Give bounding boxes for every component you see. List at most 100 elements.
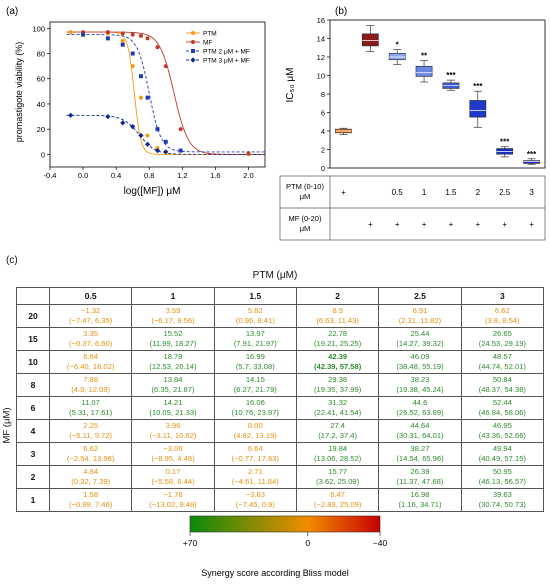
colorbar-caption: Synergy score according Bliss model xyxy=(201,568,349,578)
b-ytick-label: 2 xyxy=(321,146,325,155)
synergy-cell: 38.23 (19.38, 45.24) xyxy=(378,373,462,397)
synergy-cell: 8.9 (6.63, 11.43) xyxy=(295,304,380,328)
synergy-cell: 7.88 (4.9, 12.09) xyxy=(48,373,133,397)
b-ytick-label: 4 xyxy=(321,127,325,136)
a-data-point xyxy=(178,148,183,153)
synergy-ci: (48.37, 54.38) xyxy=(478,385,526,394)
table-row: 4 2.25 (−5.11, 9.72) 3.96 (−3.11, 10.62) 8.00… xyxy=(16,419,545,443)
a-data-point xyxy=(120,31,125,36)
synergy-value: 7.88 xyxy=(83,375,99,384)
synergy-ci: (38.48, 55.19) xyxy=(396,362,444,371)
synergy-cell: −3.06 (−8.95, 4.48) xyxy=(131,442,215,466)
panel-b-ylabel: IC₅₀ μM xyxy=(285,67,296,102)
a-data-point xyxy=(138,132,144,139)
table-row: 1 1.58 (−0.99, 7.46) −1.78 (−13.02, 9.48) −3.… xyxy=(16,488,545,512)
a-legend-label: PTM 2 μM + MF xyxy=(203,49,250,56)
colorbar-label: 0 xyxy=(305,538,310,548)
synergy-value: 31.32 xyxy=(328,398,348,407)
column-header: 1.5 xyxy=(213,287,297,305)
synergy-value: 46.95 xyxy=(492,421,512,430)
b-box xyxy=(415,65,433,77)
synergy-value: 15.52 xyxy=(163,329,183,338)
panel-b-label: (b) xyxy=(335,6,347,17)
a-legend-marker xyxy=(191,40,195,44)
panel-a-ylabel: promastigote viability (%) xyxy=(14,42,24,143)
synergy-value: 18.78 xyxy=(163,352,183,361)
synergy-ci: (−3.11, 10.62) xyxy=(149,431,197,440)
b-table-cell: 2 xyxy=(476,188,481,197)
column-header: 3 xyxy=(460,287,545,305)
synergy-cell: 5.82 (0.96, 8.41) xyxy=(213,304,297,328)
b-table-cell: 0.5 xyxy=(392,188,404,197)
b-table-cell: 3 xyxy=(529,188,534,197)
synergy-cell: 16.99 (5.7, 33.08) xyxy=(213,350,297,374)
panel-b-boxes: *************** xyxy=(335,25,540,165)
row-header: 1 xyxy=(16,488,50,512)
a-legend-label: PTM xyxy=(203,31,217,38)
synergy-cell: 6.64 (−0.77, 17.63) xyxy=(213,442,297,466)
a-ytick-label: 40 xyxy=(37,100,45,109)
synergy-ci: (−2.54, 13.96) xyxy=(66,454,115,463)
synergy-ci: (43.36, 52.66) xyxy=(478,431,526,440)
synergy-ci: (46.84, 58.06) xyxy=(478,408,526,417)
a-data-point xyxy=(138,74,143,79)
synergy-ci: (4.82, 13.19) xyxy=(233,431,277,440)
synergy-value: 52.44 xyxy=(492,398,512,407)
synergy-value: −3.63 xyxy=(245,490,265,499)
synergy-value: 6.91 xyxy=(412,306,428,315)
synergy-value: 3.35 xyxy=(83,329,99,338)
a-series-curve xyxy=(66,31,265,155)
a-data-point xyxy=(105,30,110,35)
synergy-ci: (−2.83, 25.09) xyxy=(313,500,362,509)
a-ytick-label: 0 xyxy=(41,150,45,159)
synergy-ci: (19.21, 25.25) xyxy=(314,339,362,348)
a-xtick-label: 2.0 xyxy=(243,171,253,180)
a-data-point xyxy=(105,36,110,41)
b-ytick-label: 10 xyxy=(317,72,325,81)
synergy-ci: (19.38, 45.24) xyxy=(396,385,444,394)
synergy-cell: 6.64 (−6.40, 16.02) xyxy=(48,350,133,374)
table-row: 10 6.64 (−6.40, 16.02) 18.78 (12.53, 26.14) 1… xyxy=(16,350,545,374)
synergy-value: 44.6 xyxy=(412,398,428,407)
synergy-cell: 3.59 (−6.17, 9.56) xyxy=(131,304,215,328)
synergy-value: 50.84 xyxy=(492,375,512,384)
synergy-value: 27.4 xyxy=(330,421,346,430)
synergy-ci: (11.99, 18.27) xyxy=(149,339,197,348)
a-data-point xyxy=(130,124,136,130)
a-series-curve xyxy=(66,34,265,153)
synergy-cell: 38.27 (14.54, 65.96) xyxy=(378,442,462,466)
a-data-point xyxy=(68,30,73,35)
synergy-cell: 3.96 (−3.11, 10.62) xyxy=(131,419,215,443)
a-xtick-label: 1.2 xyxy=(177,171,187,180)
synergy-ci: (30.74, 50.73) xyxy=(478,500,526,509)
synergy-ci: (14.27, 39.32) xyxy=(396,339,444,348)
a-data-point xyxy=(68,112,74,118)
synergy-cell: 6.62 (−2.54, 13.96) xyxy=(48,442,133,466)
column-header: 2.5 xyxy=(378,287,462,305)
synergy-ci: (42.39, 57.58) xyxy=(314,362,362,371)
synergy-cell: 22.78 (19.21, 25.25) xyxy=(295,327,380,351)
b-table-cell: + xyxy=(422,220,427,229)
synergy-cell: 49.94 (40.49, 57.15) xyxy=(460,442,545,466)
synergy-value: 13.84 xyxy=(163,375,183,384)
panel-a-xticks: -0.4 0.0 0.4 0.8 1.2 1.6 2.0 xyxy=(44,167,254,180)
column-header: 1 xyxy=(131,287,215,305)
table-row: 3 6.62 (−2.54, 13.96) −3.06 (−8.95, 4.48) 6.6… xyxy=(16,442,545,466)
a-legend-marker xyxy=(190,57,196,63)
a-legend-label: PTM 3 μM + MF xyxy=(203,58,250,65)
table-row: 2 4.84 (0.32, 7.39) 0.17 (−5.58, 6.44) 2.71 (−… xyxy=(16,465,545,489)
synergy-cell: 13.97 (7.91, 21.97) xyxy=(213,327,297,351)
synergy-ci: (10.09, 21.33) xyxy=(149,408,197,417)
synergy-cell: 52.44 (46.84, 58.06) xyxy=(460,396,545,420)
synergy-ci: (13.06, 28.52) xyxy=(314,454,362,463)
a-legend-marker xyxy=(191,31,195,35)
synergy-ci: (19.35, 37.99) xyxy=(314,385,362,394)
synergy-value: 16.98 xyxy=(410,490,430,499)
a-data-point xyxy=(178,127,183,132)
synergy-value: 48.57 xyxy=(492,352,512,361)
a-data-point xyxy=(163,64,168,69)
b-ytick-label: 12 xyxy=(317,53,325,62)
synergy-cell: 48.57 (44.74, 52.01) xyxy=(460,350,545,374)
b-box xyxy=(523,160,540,164)
synergy-ci: (4.9, 12.09) xyxy=(71,385,111,394)
